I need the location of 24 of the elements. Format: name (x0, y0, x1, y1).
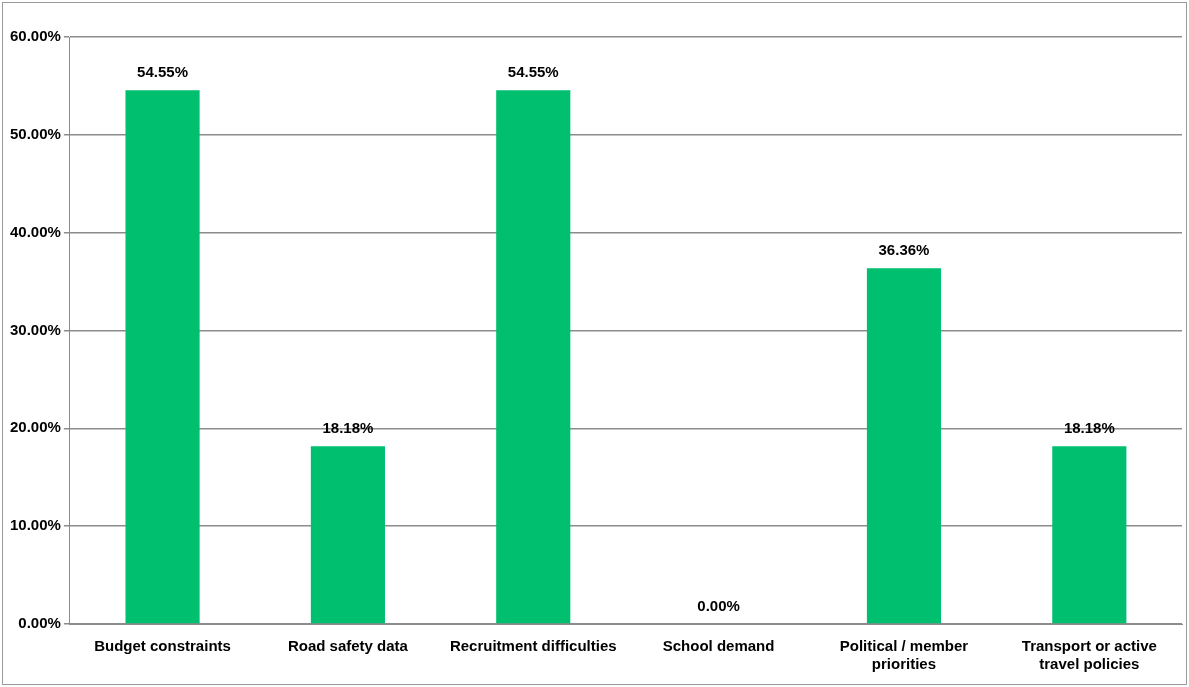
y-tick-label: 30.00% (10, 320, 61, 338)
y-tick-label: 60.00% (10, 27, 61, 45)
data-label: 54.55% (507, 62, 559, 80)
data-label: 18.18% (322, 418, 374, 436)
data-label: 36.36% (878, 240, 930, 258)
bar (310, 446, 385, 624)
x-tick-label: School demand (662, 637, 775, 655)
y-tick-label: 40.00% (10, 222, 61, 240)
data-label: 54.55% (137, 62, 188, 80)
x-tick-label: Transport or active travel policies (1021, 637, 1157, 673)
bar (1052, 446, 1127, 624)
bar (125, 90, 200, 624)
x-tick-label: Political / member priorities (839, 637, 969, 673)
data-label: 18.18% (1063, 418, 1115, 436)
x-tick-label: Road safety data (287, 637, 409, 655)
bar (496, 90, 571, 624)
y-tick-label: 20.00% (10, 418, 61, 436)
x-tick-label: Recruitment difficulties (449, 637, 617, 655)
x-tick-label: Budget constraints (94, 637, 231, 655)
y-tick-label: 0.00% (18, 614, 61, 632)
y-tick-label: 10.00% (10, 516, 61, 534)
bar (866, 268, 942, 624)
y-tick-label: 50.00% (10, 124, 61, 142)
data-label: 0.00% (697, 596, 740, 614)
